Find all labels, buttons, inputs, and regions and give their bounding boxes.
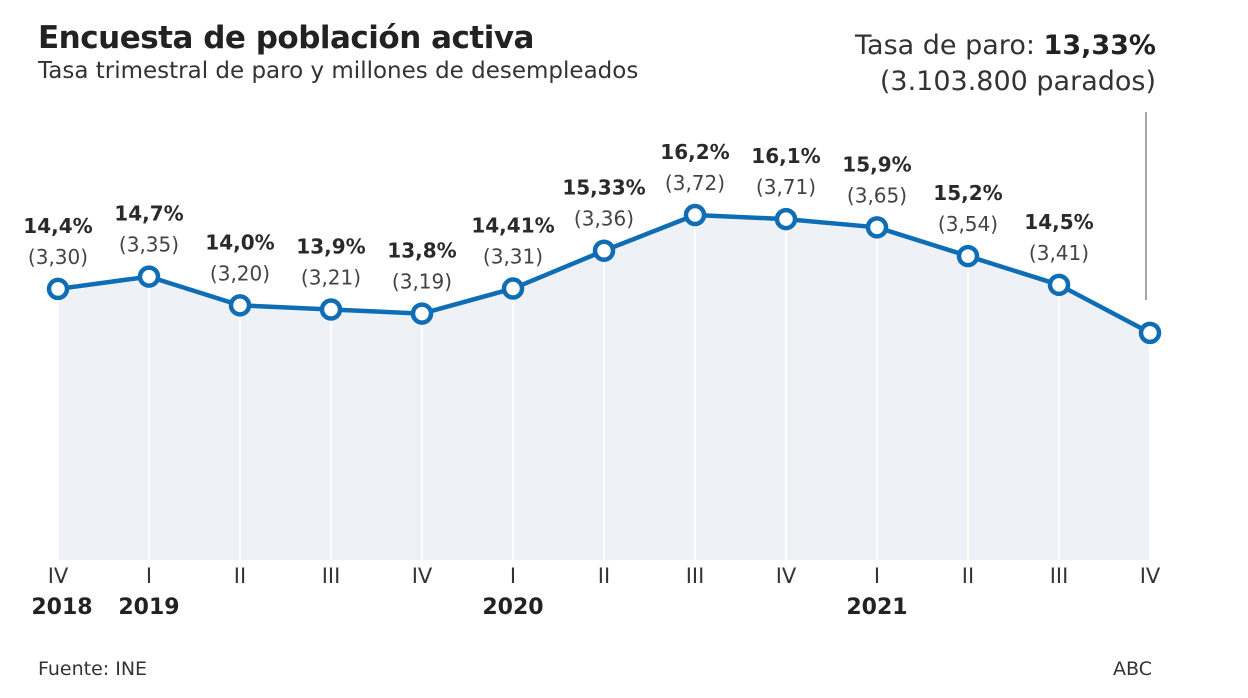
chart-title: Encuesta de población activa bbox=[38, 20, 534, 56]
data-point bbox=[46, 277, 70, 301]
data-point bbox=[774, 207, 798, 231]
data-point bbox=[1138, 321, 1162, 345]
quarter-tick-label: III bbox=[322, 564, 341, 588]
millions-label: (3,20) bbox=[210, 261, 270, 285]
data-point bbox=[592, 239, 616, 262]
pct-label: 13,9% bbox=[296, 234, 365, 258]
quarter-tick-label: II bbox=[234, 564, 246, 588]
pct-label: 16,2% bbox=[660, 140, 729, 164]
quarter-tick-label: IV bbox=[1140, 564, 1161, 588]
pct-label: 14,41% bbox=[471, 214, 554, 238]
data-point bbox=[1047, 273, 1071, 297]
latest-annotation: Tasa de paro: 13,33% (3.103.800 parados) bbox=[855, 28, 1156, 100]
chart-subtitle: Tasa trimestral de paro y millones de de… bbox=[38, 58, 639, 84]
pct-label: 15,33% bbox=[562, 176, 645, 200]
year-tick-label: 2021 bbox=[846, 595, 907, 620]
quarter-tick-label: IV bbox=[412, 564, 433, 588]
millions-label: (3,30) bbox=[28, 245, 88, 269]
pct-label: 14,4% bbox=[23, 214, 92, 238]
quarter-tick-label: IV bbox=[48, 564, 69, 588]
data-point bbox=[683, 203, 707, 227]
year-tick-label: 2018 bbox=[31, 595, 92, 620]
annotation-value: 13,33% bbox=[1043, 30, 1156, 61]
pct-label: 15,9% bbox=[842, 152, 911, 176]
year-tick-label: 2019 bbox=[118, 595, 179, 620]
source-note: Fuente: INE bbox=[38, 658, 148, 680]
millions-label: (3,65) bbox=[847, 183, 907, 207]
millions-label: (3,31) bbox=[483, 245, 543, 269]
data-point bbox=[137, 265, 161, 288]
quarter-tick-label: II bbox=[598, 564, 610, 588]
quarter-tick-label: I bbox=[510, 564, 516, 588]
pct-label: 14,0% bbox=[205, 230, 274, 254]
millions-label: (3,19) bbox=[392, 270, 452, 294]
millions-label: (3,71) bbox=[756, 175, 816, 199]
pct-label: 16,1% bbox=[751, 144, 820, 168]
quarter-tick-label: III bbox=[1050, 564, 1069, 588]
millions-label: (3,72) bbox=[665, 171, 725, 195]
quarter-tick-label: IV bbox=[776, 564, 797, 588]
data-point bbox=[410, 302, 434, 325]
brand-logo: ABC bbox=[1113, 658, 1152, 680]
data-point bbox=[319, 298, 343, 321]
pct-label: 14,7% bbox=[114, 202, 183, 226]
quarter-tick-label: II bbox=[962, 564, 974, 588]
data-point bbox=[865, 216, 889, 239]
millions-label: (3,35) bbox=[119, 233, 179, 257]
millions-label: (3,54) bbox=[938, 212, 998, 236]
annotation-label: Tasa de paro: bbox=[855, 30, 1044, 61]
quarter-tick-label: I bbox=[146, 564, 152, 588]
quarter-tick-label: III bbox=[686, 564, 705, 588]
data-point bbox=[228, 294, 252, 317]
year-tick-label: 2020 bbox=[482, 595, 543, 620]
data-point bbox=[501, 277, 525, 300]
pct-label: 13,8% bbox=[387, 239, 456, 263]
quarter-tick-label: I bbox=[874, 564, 880, 588]
pct-label: 14,5% bbox=[1024, 210, 1093, 234]
annotation-detail: (3.103.800 parados) bbox=[879, 66, 1156, 97]
data-point bbox=[956, 244, 980, 268]
millions-label: (3,41) bbox=[1029, 241, 1089, 265]
millions-label: (3,21) bbox=[301, 265, 361, 289]
millions-label: (3,36) bbox=[574, 207, 634, 231]
pct-label: 15,2% bbox=[933, 181, 1002, 205]
